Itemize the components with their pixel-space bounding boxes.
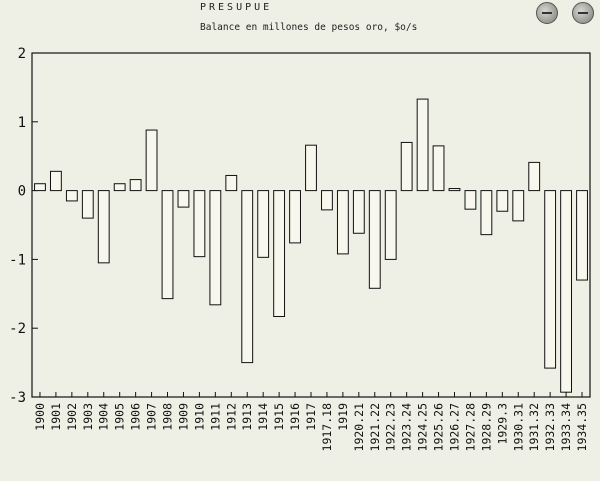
- plot-frame: [31, 52, 591, 398]
- x-tick-label: 1927.28: [463, 403, 477, 452]
- bar: [49, 170, 62, 192]
- bar: [448, 188, 461, 192]
- bar: [368, 190, 381, 289]
- bar: [464, 190, 477, 210]
- x-tick-label: 1903: [81, 403, 95, 431]
- bar: [384, 190, 397, 260]
- bar: [512, 190, 525, 222]
- x-tick-label: 1924.25: [416, 403, 430, 451]
- x-tick-label: 1909: [176, 403, 190, 431]
- bar: [257, 190, 270, 258]
- x-tick-label: 1902: [65, 403, 79, 431]
- x-tick-label: 1914: [256, 403, 270, 431]
- bar: [225, 174, 238, 192]
- x-tick-label: 1901: [49, 403, 63, 431]
- bar: [305, 144, 317, 192]
- bar: [81, 190, 94, 219]
- bar: [177, 190, 190, 208]
- bar: [241, 190, 254, 364]
- x-tick-label: 1921.22: [368, 403, 382, 451]
- bar: [209, 190, 222, 306]
- bar: [576, 190, 588, 281]
- bar: [432, 145, 445, 192]
- bar: [113, 183, 126, 192]
- bar: [321, 190, 333, 211]
- x-tick-label: 1908: [161, 403, 175, 431]
- x-tick-label: 1923.24: [400, 403, 414, 452]
- bar: [496, 190, 509, 212]
- bar: [145, 129, 158, 192]
- x-tick-label: 1930.31: [511, 403, 525, 452]
- x-tick-label: 1900: [33, 403, 47, 431]
- bar: [528, 161, 541, 192]
- x-tick-label: 1906: [129, 403, 143, 431]
- bar: [97, 190, 110, 264]
- x-tick-label: 1920.21: [352, 403, 366, 452]
- x-tick-label: 1917: [304, 403, 318, 431]
- bar: [480, 190, 493, 236]
- x-tick-label: 1913: [240, 403, 254, 431]
- bar: [560, 190, 573, 393]
- x-tick-label: 1933.34: [559, 403, 573, 452]
- bar: [352, 190, 365, 234]
- y-tick-label: -2: [9, 321, 26, 337]
- bar: [416, 98, 429, 192]
- x-tick-label: 1907: [145, 403, 159, 431]
- corner-badges: [532, 2, 594, 28]
- menu-icon: [572, 2, 594, 24]
- x-tick-label: 1922.23: [384, 403, 398, 452]
- x-tick-label: 1931.32: [527, 403, 541, 451]
- bar: [336, 190, 349, 255]
- x-tick-label: 1928.29: [479, 403, 493, 452]
- x-tick-label: 1904: [97, 403, 111, 431]
- bar: [400, 141, 413, 192]
- bar: [544, 190, 557, 369]
- x-tick-label: 1929.3: [495, 403, 509, 445]
- bar: [129, 179, 142, 192]
- x-tick-label: 1905: [113, 403, 127, 431]
- bar: [289, 190, 301, 244]
- x-tick-label: 1917.18: [320, 403, 334, 452]
- x-tick-label: 1912: [224, 403, 238, 431]
- x-tick-label: 1911: [208, 403, 222, 431]
- bar: [193, 190, 206, 258]
- record-icon: [536, 2, 559, 24]
- y-tick-label: 0: [18, 184, 26, 200]
- bar: [273, 190, 286, 318]
- x-tick-label: 1932.33: [543, 403, 557, 452]
- y-tick-label: 1: [18, 115, 26, 131]
- chart-subtitle: Balance en millones de pesos oro, $o/s: [200, 22, 418, 33]
- chart-heading: PRESUPUE: [200, 2, 273, 13]
- x-tick-label: 1910: [192, 403, 206, 431]
- y-tick-label: -1: [9, 252, 26, 268]
- y-tick-label: 2: [18, 46, 26, 62]
- x-tick-label: 1926.27: [447, 403, 461, 452]
- x-tick-label: 1915: [272, 403, 286, 431]
- x-tick-label: 1916: [288, 403, 302, 431]
- x-tick-label: 1934.35: [575, 403, 589, 451]
- x-tick-label: 1919: [336, 403, 350, 431]
- bar: [161, 190, 174, 300]
- bar: [34, 183, 46, 192]
- x-tick-label: 1925.26: [432, 403, 446, 452]
- bar: [65, 190, 78, 202]
- y-tick-label: -3: [9, 390, 26, 406]
